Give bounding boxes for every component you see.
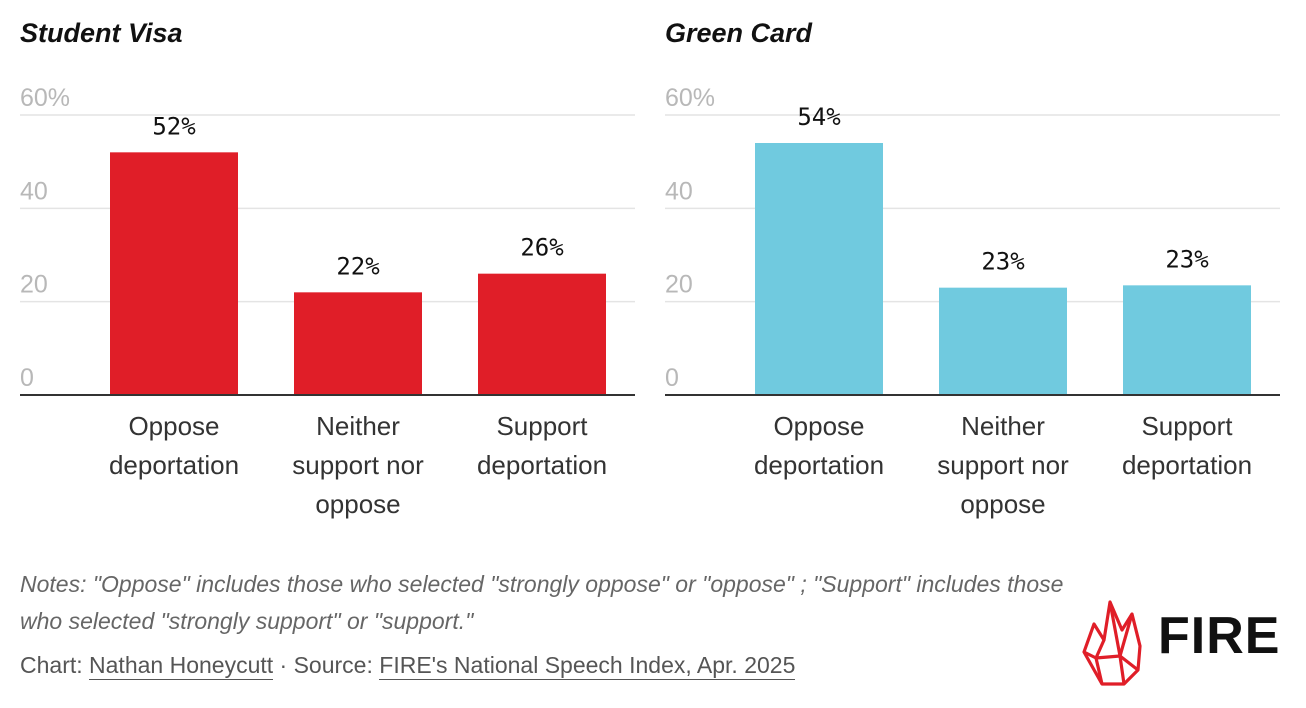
y-tick-label: 20 [20,271,48,299]
category-label: oppose [315,489,400,519]
bar-chart-green-card: 0 20 40 60% 54% Oppose deportation 23% Neither su… [665,80,1285,530]
value-label: 52% [152,112,196,140]
category-label: support nor [292,450,424,480]
category-label: Support [1141,411,1233,441]
author-link[interactable]: Nathan Honeycutt [89,652,274,680]
chart-svg-green-card: 0 20 40 60% 54% Oppose deportation 23% Neither su… [665,84,1280,519]
y-tick-label: 0 [20,364,34,392]
bar [1123,285,1251,395]
fire-logo-text: FIRE [1158,607,1281,665]
category-label: support nor [937,450,1069,480]
chart-credit: Chart: Nathan Honeycutt · Source: FIRE's… [20,652,796,680]
value-label: 23% [1165,245,1209,273]
value-label: 26% [520,234,564,262]
bar [755,143,883,395]
flame-icon [1082,600,1142,686]
value-label: 22% [336,252,380,280]
category-label: deportation [109,450,239,480]
chart-notes: Notes: "Oppose" includes those who selec… [20,571,1064,634]
value-label: 23% [981,248,1025,276]
y-tick-label: 60% [665,84,715,112]
chart-svg-student-visa: 0 20 40 60% 52% Oppose deportation 22% Neither su… [20,84,635,519]
y-tick-label: 20 [665,271,693,299]
bar-chart-student-visa: 0 20 40 60% 52% Oppose deportation 22% Neither su… [20,80,640,530]
credit-separator: · Source: [273,652,380,678]
category-label: deportation [1122,450,1252,480]
source-link[interactable]: FIRE's National Speech Index, Apr. 2025 [379,652,796,680]
category-label: deportation [477,450,607,480]
bar [110,152,238,395]
category-label: Neither [316,411,400,441]
credit-prefix: Chart: [20,652,90,678]
bar [478,273,606,395]
category-label: Neither [961,411,1045,441]
bar [939,287,1067,395]
bar [294,292,422,395]
chart-title-student-visa: Student Visa [20,18,183,48]
y-tick-label: 40 [665,177,693,205]
category-label: Oppose [128,411,219,441]
y-tick-label: 60% [20,84,70,112]
category-label: deportation [754,450,884,480]
y-tick-label: 0 [665,364,679,392]
category-label: oppose [960,489,1045,519]
y-tick-label: 40 [20,177,48,205]
value-label: 54% [797,103,841,131]
category-label: Support [496,411,588,441]
chart-title-green-card: Green Card [665,18,813,48]
category-label: Oppose [773,411,864,441]
